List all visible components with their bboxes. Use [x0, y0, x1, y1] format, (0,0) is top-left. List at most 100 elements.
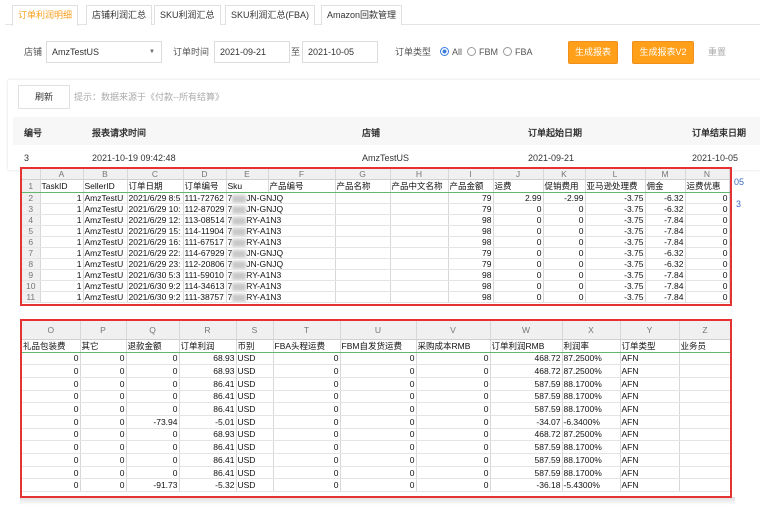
sku-cell[interactable]: 7 RY-A1N3 — [226, 280, 336, 292]
data-cell[interactable]: 0 — [126, 453, 180, 467]
data-cell[interactable]: AFN — [620, 453, 680, 467]
data-cell[interactable] — [335, 192, 391, 204]
header-cell[interactable]: 订单类型 — [620, 339, 680, 353]
sku-cell[interactable]: 7 RY-A1N3 — [226, 291, 336, 303]
data-cell[interactable]: 86.41 — [179, 440, 237, 454]
data-cell[interactable]: 88.1700% — [562, 402, 621, 416]
data-cell[interactable]: AFN — [620, 466, 680, 480]
header-cell[interactable]: 运费优惠 — [685, 179, 730, 193]
column-letter-R[interactable]: R — [179, 321, 237, 340]
data-cell[interactable]: 0 — [685, 203, 730, 215]
data-cell[interactable]: -5.01 — [179, 415, 237, 429]
data-cell[interactable]: 0 — [80, 415, 127, 429]
column-letter-S[interactable]: S — [236, 321, 274, 340]
data-cell[interactable]: 86.41 — [179, 453, 237, 467]
data-cell[interactable]: 0 — [273, 402, 341, 416]
row-number[interactable]: 1 — [22, 179, 41, 193]
generate-report-v2-button[interactable]: 生成报表V2 — [632, 41, 694, 64]
data-cell[interactable]: 0 — [543, 269, 586, 281]
data-cell[interactable]: 114-11904 — [183, 225, 227, 237]
data-cell[interactable]: 0 — [416, 428, 491, 442]
header-cell[interactable]: 币别 — [236, 339, 274, 353]
data-cell[interactable]: 0 — [126, 377, 180, 391]
header-cell[interactable]: Sku — [226, 179, 269, 193]
data-cell[interactable]: 0 — [543, 280, 586, 292]
data-cell[interactable]: 0 — [126, 352, 180, 366]
data-cell[interactable]: AFN — [620, 440, 680, 454]
data-cell[interactable] — [679, 415, 730, 429]
data-cell[interactable]: 0 — [416, 453, 491, 467]
data-cell[interactable]: 86.41 — [179, 390, 237, 404]
column-letter-M[interactable]: M — [645, 169, 686, 180]
column-letter-I[interactable]: I — [448, 169, 494, 180]
sku-cell[interactable]: 7 RY-A1N3 — [226, 214, 336, 226]
radio-fbm[interactable]: FBM — [467, 47, 498, 57]
data-cell[interactable]: 0 — [543, 247, 586, 259]
data-cell[interactable]: AmzTestU — [83, 214, 128, 226]
data-cell[interactable]: 0 — [22, 478, 81, 493]
store-select[interactable]: AmzTestUS ▼ — [46, 41, 162, 63]
data-cell[interactable]: -6.32 — [645, 192, 686, 204]
data-cell[interactable]: 0 — [22, 453, 81, 467]
reset-button[interactable]: 重置 — [708, 47, 727, 57]
data-cell[interactable] — [679, 478, 730, 493]
data-cell[interactable]: 0 — [126, 364, 180, 378]
header-cell[interactable]: FBA头程运费 — [273, 339, 341, 353]
row-number[interactable]: 7 — [22, 247, 41, 259]
data-cell[interactable]: 0 — [543, 236, 586, 248]
data-cell[interactable]: AmzTestU — [83, 203, 128, 215]
data-cell[interactable]: 111-38757 — [183, 291, 227, 303]
data-cell[interactable]: 0 — [416, 466, 491, 480]
data-cell[interactable]: AFN — [620, 478, 680, 493]
data-cell[interactable] — [390, 280, 449, 292]
row-number[interactable]: 3 — [22, 203, 41, 215]
data-cell[interactable] — [679, 440, 730, 454]
header-cell[interactable]: 其它 — [80, 339, 127, 353]
data-cell[interactable]: -3.75 — [585, 192, 646, 204]
data-cell[interactable]: 0 — [126, 390, 180, 404]
data-cell[interactable]: -5.4300% — [562, 478, 621, 493]
data-cell[interactable]: 0 — [543, 214, 586, 226]
data-cell[interactable]: 86.41 — [179, 402, 237, 416]
data-cell[interactable]: 88.1700% — [562, 377, 621, 391]
data-cell[interactable]: -34.07 — [490, 415, 563, 429]
data-cell[interactable]: -6.32 — [645, 203, 686, 215]
data-cell[interactable]: 0 — [273, 352, 341, 366]
data-cell[interactable]: 0 — [340, 453, 417, 467]
data-cell[interactable]: 113-08514 — [183, 214, 227, 226]
data-cell[interactable]: AFN — [620, 352, 680, 366]
data-cell[interactable] — [679, 364, 730, 378]
data-cell[interactable]: -3.75 — [585, 258, 646, 270]
data-cell[interactable]: 2021/6/29 12: — [127, 214, 184, 226]
data-cell[interactable]: 0 — [685, 258, 730, 270]
data-cell[interactable] — [335, 225, 391, 237]
data-cell[interactable]: 0 — [273, 364, 341, 378]
row-number[interactable]: 11 — [22, 291, 41, 303]
data-cell[interactable]: 0 — [340, 352, 417, 366]
data-cell[interactable] — [390, 247, 449, 259]
data-cell[interactable]: 0 — [22, 466, 81, 480]
data-cell[interactable]: 86.41 — [179, 377, 237, 391]
data-cell[interactable]: 587.59 — [490, 440, 563, 454]
column-letter-K[interactable]: K — [543, 169, 586, 180]
data-cell[interactable]: -6.32 — [645, 247, 686, 259]
column-letter-J[interactable]: J — [493, 169, 544, 180]
data-cell[interactable]: 2021/6/29 8:5 — [127, 192, 184, 204]
data-cell[interactable]: 0 — [126, 402, 180, 416]
generate-report-button[interactable]: 生成报表 — [568, 41, 618, 64]
column-letter-T[interactable]: T — [273, 321, 341, 340]
data-cell[interactable]: 68.93 — [179, 364, 237, 378]
date-from-input[interactable]: 2021-09-21 — [214, 41, 290, 63]
data-cell[interactable]: 0 — [273, 440, 341, 454]
data-cell[interactable]: 79 — [448, 258, 494, 270]
radio-fba[interactable]: FBA — [503, 47, 533, 57]
data-cell[interactable]: USD — [236, 364, 274, 378]
data-cell[interactable]: USD — [236, 466, 274, 480]
header-cell[interactable]: 订单利润 — [179, 339, 237, 353]
column-letter-A[interactable]: A — [40, 169, 84, 180]
data-cell[interactable]: 0 — [543, 203, 586, 215]
data-cell[interactable]: 88.1700% — [562, 440, 621, 454]
data-cell[interactable]: 0 — [273, 478, 341, 493]
data-cell[interactable]: 0 — [22, 440, 81, 454]
row-number[interactable]: 10 — [22, 280, 41, 292]
